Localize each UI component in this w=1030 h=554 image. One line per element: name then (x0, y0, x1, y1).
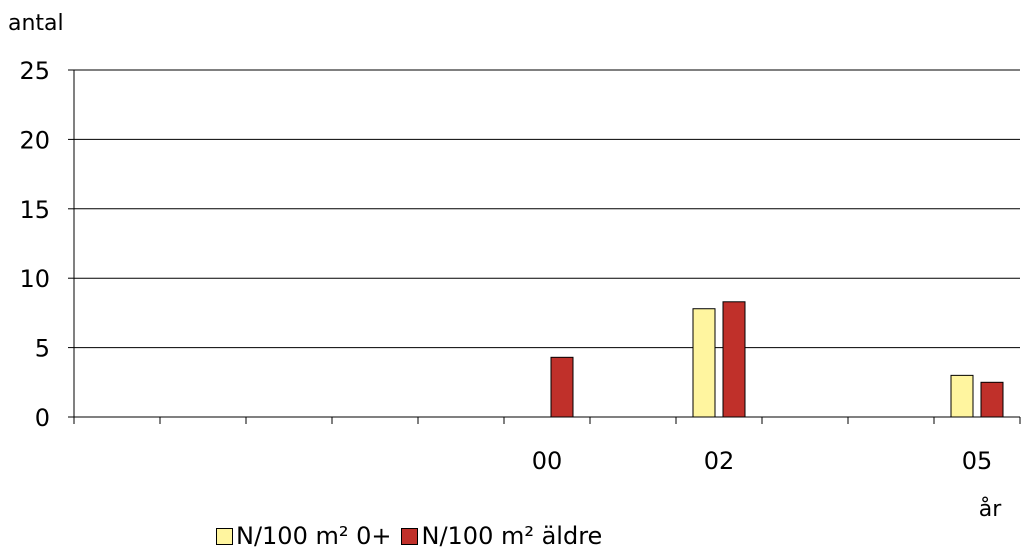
legend-swatch-0-plus (216, 527, 233, 545)
bar-n100-aldre (980, 381, 1004, 418)
bars (550, 301, 1004, 418)
legend-item-aldre: N/100 m² äldre (401, 522, 602, 550)
y-axis-title: antal (8, 11, 64, 36)
gridlines (68, 69, 1020, 418)
bar-n100-0-plus (950, 374, 974, 418)
legend: N/100 m² 0+ N/100 m² äldre (216, 522, 612, 550)
legend-item-0-plus: N/100 m² 0+ (216, 522, 391, 550)
y-tick-label: 25 (19, 57, 50, 85)
legend-label-0-plus: N/100 m² 0+ (236, 522, 392, 550)
legend-swatch-aldre (401, 527, 419, 545)
x-tick-label: 05 (962, 447, 993, 475)
y-tick-label: 0 (35, 404, 50, 432)
x-tick-label: 00 (532, 447, 563, 475)
bar-n100-aldre (722, 301, 746, 418)
bar-n100-aldre (550, 356, 574, 418)
y-tick-label: 5 (35, 335, 50, 363)
y-tick-label: 15 (19, 196, 50, 224)
bar-n100-0-plus (692, 308, 716, 418)
x-tick-label: 02 (704, 447, 735, 475)
y-tick-labels: 0 5 10 15 20 25 (19, 57, 50, 432)
x-axis: 00 02 05 (73, 416, 1021, 475)
y-tick-label: 20 (19, 126, 50, 154)
y-tick-label: 10 (19, 265, 50, 293)
legend-label-aldre: N/100 m² äldre (421, 522, 603, 550)
x-axis-title: år (979, 496, 1002, 522)
